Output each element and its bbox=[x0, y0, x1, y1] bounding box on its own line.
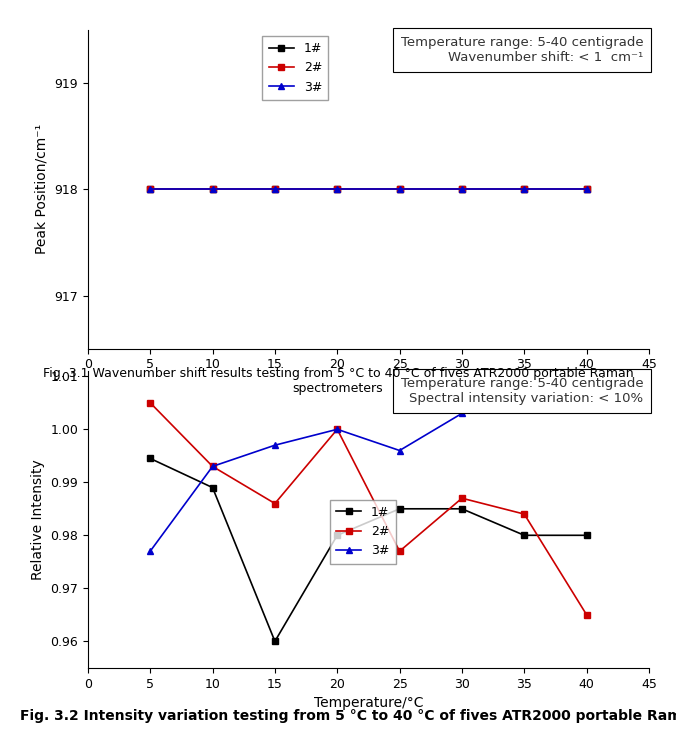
2# bbox=[146, 398, 154, 407]
2# bbox=[395, 547, 404, 556]
1# bbox=[583, 185, 591, 194]
1# bbox=[146, 454, 154, 463]
3# bbox=[146, 185, 154, 194]
3# bbox=[146, 547, 154, 556]
3# bbox=[271, 441, 279, 450]
3# bbox=[583, 398, 591, 407]
1# bbox=[521, 185, 529, 194]
3# bbox=[395, 185, 404, 194]
X-axis label: Temperature/°C: Temperature/°C bbox=[314, 696, 423, 710]
2# bbox=[208, 185, 216, 194]
Y-axis label: Peak Position/cm⁻¹: Peak Position/cm⁻¹ bbox=[35, 124, 49, 255]
Line: 2#: 2# bbox=[147, 400, 589, 617]
1# bbox=[458, 505, 466, 513]
3# bbox=[271, 185, 279, 194]
2# bbox=[583, 611, 591, 620]
Line: 2#: 2# bbox=[147, 186, 589, 192]
Line: 3#: 3# bbox=[147, 399, 590, 555]
1# bbox=[208, 185, 216, 194]
1# bbox=[333, 531, 341, 539]
Line: 3#: 3# bbox=[147, 186, 590, 193]
3# bbox=[333, 425, 341, 434]
3# bbox=[458, 185, 466, 194]
1# bbox=[395, 505, 404, 513]
Y-axis label: Relative Intensity: Relative Intensity bbox=[30, 459, 45, 580]
Text: Temperature range: 5-40 centigrade
Wavenumber shift: < 1  cm⁻¹: Temperature range: 5-40 centigrade Waven… bbox=[401, 36, 644, 64]
3# bbox=[208, 185, 216, 194]
2# bbox=[583, 185, 591, 194]
Line: 1#: 1# bbox=[147, 456, 589, 644]
2# bbox=[395, 185, 404, 194]
2# bbox=[458, 493, 466, 502]
Legend: 1#, 2#, 3#: 1#, 2#, 3# bbox=[330, 499, 395, 564]
1# bbox=[146, 185, 154, 194]
1# bbox=[583, 531, 591, 539]
Text: Temperature range: 5-40 centigrade
Spectral intensity variation: < 10%: Temperature range: 5-40 centigrade Spect… bbox=[401, 377, 644, 405]
1# bbox=[521, 531, 529, 539]
2# bbox=[271, 185, 279, 194]
1# bbox=[208, 483, 216, 492]
3# bbox=[208, 462, 216, 471]
2# bbox=[271, 499, 279, 508]
Text: Fig. 3.2 Intensity variation testing from 5 °C to 40 °C of fives ATR2000 portabl: Fig. 3.2 Intensity variation testing fro… bbox=[20, 709, 676, 723]
3# bbox=[521, 404, 529, 413]
3# bbox=[521, 185, 529, 194]
1# bbox=[333, 185, 341, 194]
2# bbox=[333, 425, 341, 434]
Text: Fig. 3.1 Wavenumber shift results testing from 5 °C to 40 °C of fives ATR2000 po: Fig. 3.1 Wavenumber shift results testin… bbox=[43, 367, 633, 395]
2# bbox=[458, 185, 466, 194]
2# bbox=[208, 462, 216, 471]
X-axis label: Temperature/°C: Temperature/°C bbox=[314, 377, 423, 391]
1# bbox=[271, 185, 279, 194]
2# bbox=[333, 185, 341, 194]
2# bbox=[146, 185, 154, 194]
3# bbox=[583, 185, 591, 194]
1# bbox=[458, 185, 466, 194]
3# bbox=[333, 185, 341, 194]
Legend: 1#, 2#, 3#: 1#, 2#, 3# bbox=[262, 36, 329, 100]
3# bbox=[458, 409, 466, 418]
1# bbox=[395, 185, 404, 194]
2# bbox=[521, 185, 529, 194]
Line: 1#: 1# bbox=[147, 186, 589, 192]
2# bbox=[521, 510, 529, 519]
1# bbox=[271, 637, 279, 646]
3# bbox=[395, 446, 404, 455]
